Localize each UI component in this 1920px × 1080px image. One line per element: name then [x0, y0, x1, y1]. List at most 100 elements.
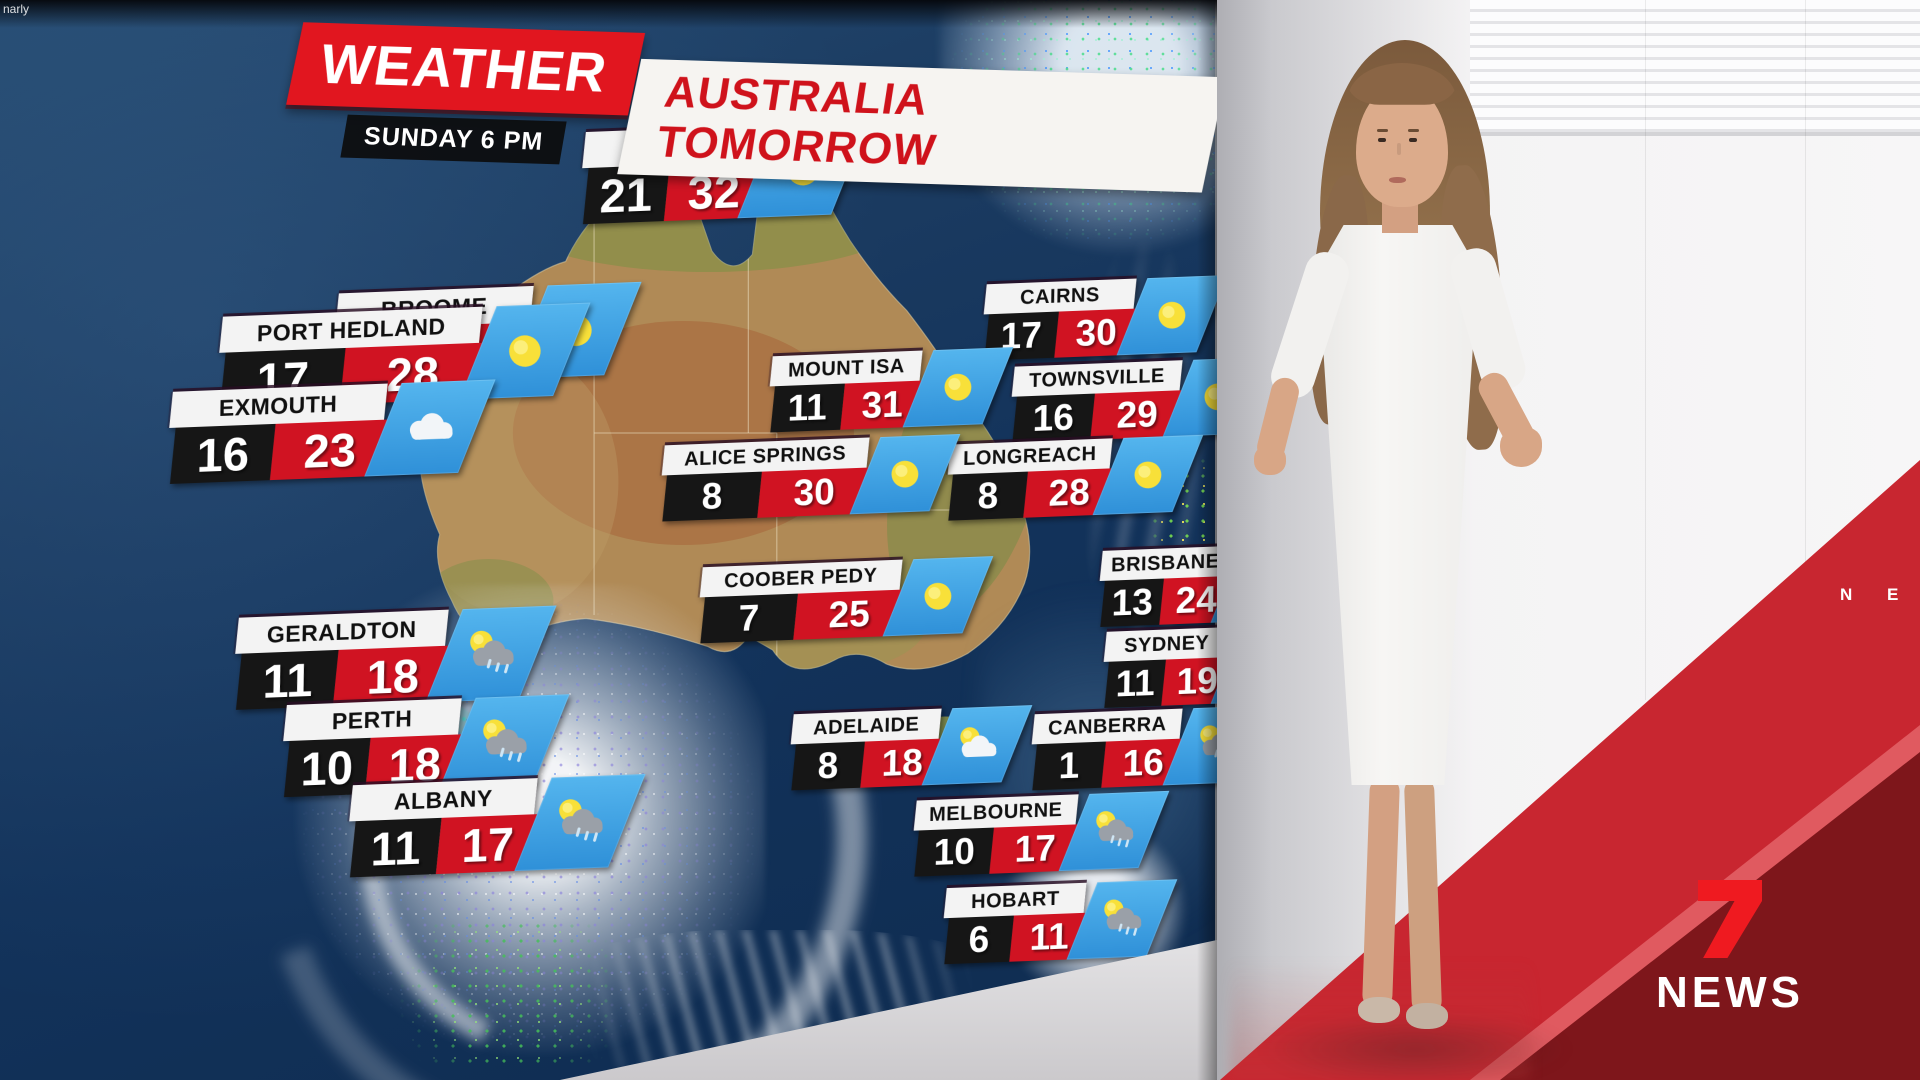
low-temp: 13	[1111, 580, 1154, 624]
city-weather-box-melbourne: MELBOURNE 10 17	[913, 790, 1170, 877]
city-weather-box-geraldton: GERALDTON 11 18	[235, 605, 557, 710]
low-temp-cell: 11	[235, 649, 339, 710]
city-weather-box-longreach: LONGREACH 8 28	[947, 434, 1204, 521]
high-temp: 23	[303, 422, 357, 478]
presenter-lips	[1389, 177, 1406, 183]
city-temp-block: TOWNSVILLE 16 29	[1011, 360, 1185, 443]
city-weather-box-mount-isa: MOUNT ISA 11 31	[769, 347, 1014, 433]
city-temp-block: LONGREACH 8 28	[947, 438, 1115, 521]
valid-time-plate: SUNDAY 6 PM	[340, 114, 567, 165]
low-temp: 6	[968, 918, 990, 961]
low-temp-cell: 6	[944, 915, 1014, 965]
low-temp-cell: 11	[1104, 659, 1167, 708]
presenter-dress	[1318, 225, 1478, 785]
news-wordmark: NEWS	[1656, 968, 1804, 1017]
cloud-icon	[402, 400, 458, 456]
city-name: CANBERRA	[1047, 712, 1167, 740]
city-temps-row: 7 25	[700, 589, 905, 644]
city-weather-box-alice-springs: ALICE SPRINGS 8 30	[661, 433, 961, 522]
low-temp: 16	[1032, 396, 1075, 439]
city-temp-block: EXMOUTH 16 23	[169, 383, 391, 484]
sun-cloud-icon	[953, 721, 1001, 769]
sun-icon	[934, 363, 982, 411]
city-temps-row: 11 17	[349, 814, 541, 878]
sun-icon	[881, 450, 929, 498]
sun-icon	[1148, 291, 1196, 339]
low-temp-cell: 16	[1012, 393, 1095, 443]
low-temp: 11	[262, 652, 313, 708]
city-name: PORT HEDLAND	[256, 312, 446, 346]
weather-icon-panel	[1116, 275, 1217, 356]
city-name: COOBER PEDY	[724, 564, 878, 592]
city-name: TOWNSVILLE	[1029, 364, 1166, 392]
city-temp-block: CANBERRA 1 16	[1031, 708, 1185, 791]
low-temp: 11	[787, 386, 828, 429]
low-temp-cell: 10	[914, 827, 995, 877]
program-title: WEATHER	[316, 31, 612, 104]
city-temps-row: 1 16	[1032, 738, 1185, 791]
low-temp: 7	[738, 597, 760, 639]
low-temp: 8	[977, 474, 999, 517]
wall-seam	[1805, 0, 1806, 720]
city-name: ALBANY	[393, 784, 494, 815]
sun-icon	[1124, 451, 1172, 499]
city-weather-box-cairns: CAIRNS 17 30	[983, 275, 1217, 361]
header-banner: WEATHER AUSTRALIA TOMORROW	[286, 22, 1217, 193]
city-weather-box-adelaide: ADELAIDE 8 18	[790, 705, 1033, 791]
low-temp: 1	[1058, 744, 1080, 787]
city-name: ALICE SPRINGS	[684, 441, 847, 471]
wall-seam	[1645, 0, 1646, 700]
low-temp-cell: 13	[1100, 578, 1165, 628]
weather-icon-panel	[1162, 356, 1217, 438]
city-weather-box-townsville: TOWNSVILLE 16 29	[1011, 356, 1217, 443]
weather-icon-panel	[459, 302, 591, 400]
radar-green-patch-south	[380, 920, 640, 1070]
city-temps-row: 16 29	[1012, 390, 1185, 443]
sun-icon	[497, 323, 553, 379]
city-temp-block: MOUNT ISA 11 31	[769, 350, 925, 433]
city-weather-box-coober-pedy: COOBER PEDY 7 25	[699, 556, 994, 644]
city-temps-row: 16 23	[169, 419, 391, 484]
sun-cloud-rain-icon	[1098, 896, 1146, 944]
sun-icon	[914, 572, 962, 620]
weather-map-screen: WEATHER AUSTRALIA TOMORROW SUNDAY 6 PM D…	[0, 0, 1217, 1080]
city-name: ADELAIDE	[812, 712, 920, 740]
high-temp: 25	[828, 592, 870, 636]
city-temp-block: MELBOURNE 10 17	[913, 794, 1081, 877]
city-name: CAIRNS	[1020, 283, 1101, 309]
seven-network-icon	[1698, 880, 1762, 958]
weather-icon-panel	[364, 379, 496, 477]
high-temp: 17	[461, 816, 515, 872]
low-temp-cell: 7	[700, 593, 798, 644]
weather-presenter	[1170, 25, 1570, 1080]
valid-time-label: SUNDAY 6 PM	[362, 122, 545, 156]
studio-floor-wedge	[560, 940, 1217, 1080]
low-temp-cell: 8	[948, 471, 1029, 521]
low-temp-cell: 11	[349, 817, 442, 878]
program-title-plate: WEATHER	[286, 22, 646, 116]
city-name: PERTH	[332, 704, 413, 734]
city-temp-block: ADELAIDE 8 18	[790, 708, 944, 791]
city-temp-block: ALBANY 11 17	[349, 778, 541, 878]
sun-cloud-rain-icon	[463, 626, 519, 682]
presenter-face	[1356, 85, 1448, 207]
sun-cloud-rain-icon	[1090, 807, 1138, 855]
low-temp-cell: 16	[169, 423, 276, 484]
high-temp: 16	[1122, 741, 1164, 784]
screen-top-bezel	[0, 0, 1217, 28]
low-temp-cell: 11	[770, 383, 845, 433]
low-temp: 16	[196, 426, 250, 482]
city-weather-box-port-hedland: PORT HEDLAND 17 28	[219, 302, 591, 409]
presenter-eye	[1409, 138, 1417, 142]
presenter-shoe	[1358, 997, 1400, 1023]
presenter-hand	[1500, 427, 1542, 467]
city-temp-block: GERALDTON 11 18	[235, 609, 452, 710]
sun-cloud-rain-icon	[552, 795, 608, 851]
low-temp: 11	[1115, 661, 1156, 705]
city-temps-row: 8 28	[948, 468, 1115, 521]
low-temp-cell: 1	[1032, 741, 1106, 791]
presenter-shoe	[1406, 1003, 1448, 1029]
city-weather-box-hobart: HOBART 6 11	[943, 879, 1178, 965]
presenter-eyebrow	[1408, 129, 1419, 132]
city-temps-row: 8 30	[662, 467, 872, 522]
